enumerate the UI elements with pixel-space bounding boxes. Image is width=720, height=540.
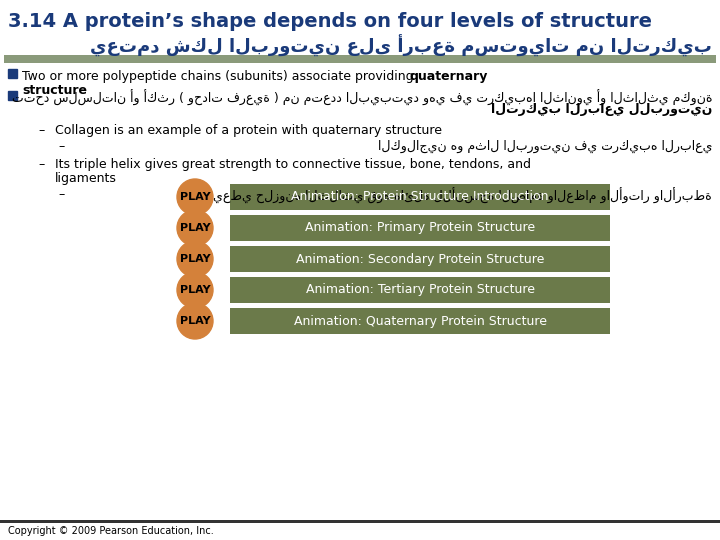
Text: Copyright © 2009 Pearson Education, Inc.: Copyright © 2009 Pearson Education, Inc. (8, 526, 214, 536)
Text: PLAY: PLAY (180, 316, 210, 326)
FancyBboxPatch shape (0, 520, 720, 523)
Text: يعطي حلزونه الثلاثي قوة هائلة للأنسجة الضامة والعظام والأوتار والأربطة: يعطي حلزونه الثلاثي قوة هائلة للأنسجة ال… (213, 188, 712, 204)
Text: PLAY: PLAY (180, 254, 210, 264)
Text: –: – (58, 140, 64, 153)
FancyBboxPatch shape (230, 308, 610, 334)
Text: Animation: Quaternary Protein Structure: Animation: Quaternary Protein Structure (294, 314, 546, 327)
Text: 3.14 A protein’s shape depends on four levels of structure: 3.14 A protein’s shape depends on four l… (8, 12, 652, 31)
Text: Collagen is an example of a protein with quaternary structure: Collagen is an example of a protein with… (55, 124, 442, 137)
Text: الكولاجين هو مثال البروتين في تركيبه الرباعي: الكولاجين هو مثال البروتين في تركيبه الر… (377, 140, 712, 153)
FancyBboxPatch shape (230, 215, 610, 241)
Circle shape (177, 303, 213, 339)
Text: structure: structure (22, 84, 87, 97)
Circle shape (177, 272, 213, 308)
Circle shape (177, 210, 213, 246)
FancyBboxPatch shape (230, 246, 610, 272)
Text: Animation: Secondary Protein Structure: Animation: Secondary Protein Structure (296, 253, 544, 266)
Text: –: – (58, 188, 64, 201)
Text: quaternary: quaternary (409, 70, 487, 83)
Text: –: – (38, 124, 44, 137)
Text: PLAY: PLAY (180, 285, 210, 295)
Text: Animation: Protein Structure Introduction: Animation: Protein Structure Introductio… (292, 191, 549, 204)
Text: يعتمد شكل البروتين على أربعة مستويات من التركيب: يعتمد شكل البروتين على أربعة مستويات من … (90, 35, 712, 57)
Text: Its triple helix gives great strength to connective tissue, bone, tendons, and: Its triple helix gives great strength to… (55, 158, 531, 171)
Text: Two or more polypeptide chains (subunits) associate providing: Two or more polypeptide chains (subunits… (22, 70, 418, 83)
FancyBboxPatch shape (8, 91, 17, 100)
Circle shape (177, 179, 213, 215)
Text: PLAY: PLAY (180, 223, 210, 233)
Text: Animation: Tertiary Protein Structure: Animation: Tertiary Protein Structure (305, 284, 534, 296)
Text: التركيب الرباعي للبروتين: التركيب الرباعي للبروتين (490, 103, 712, 116)
FancyBboxPatch shape (4, 55, 716, 63)
Text: PLAY: PLAY (180, 192, 210, 202)
Text: تتحد سلسلتان أو أكثر ( وحدات فرعية ) من متعدد البيبتيد وهي في تركيبها الثانوي أو: تتحد سلسلتان أو أكثر ( وحدات فرعية ) من … (12, 90, 712, 106)
FancyBboxPatch shape (230, 277, 610, 303)
FancyBboxPatch shape (8, 69, 17, 78)
Text: –: – (38, 158, 44, 171)
Text: Animation: Primary Protein Structure: Animation: Primary Protein Structure (305, 221, 535, 234)
FancyBboxPatch shape (230, 184, 610, 210)
Text: ligaments: ligaments (55, 172, 117, 185)
Circle shape (177, 241, 213, 277)
